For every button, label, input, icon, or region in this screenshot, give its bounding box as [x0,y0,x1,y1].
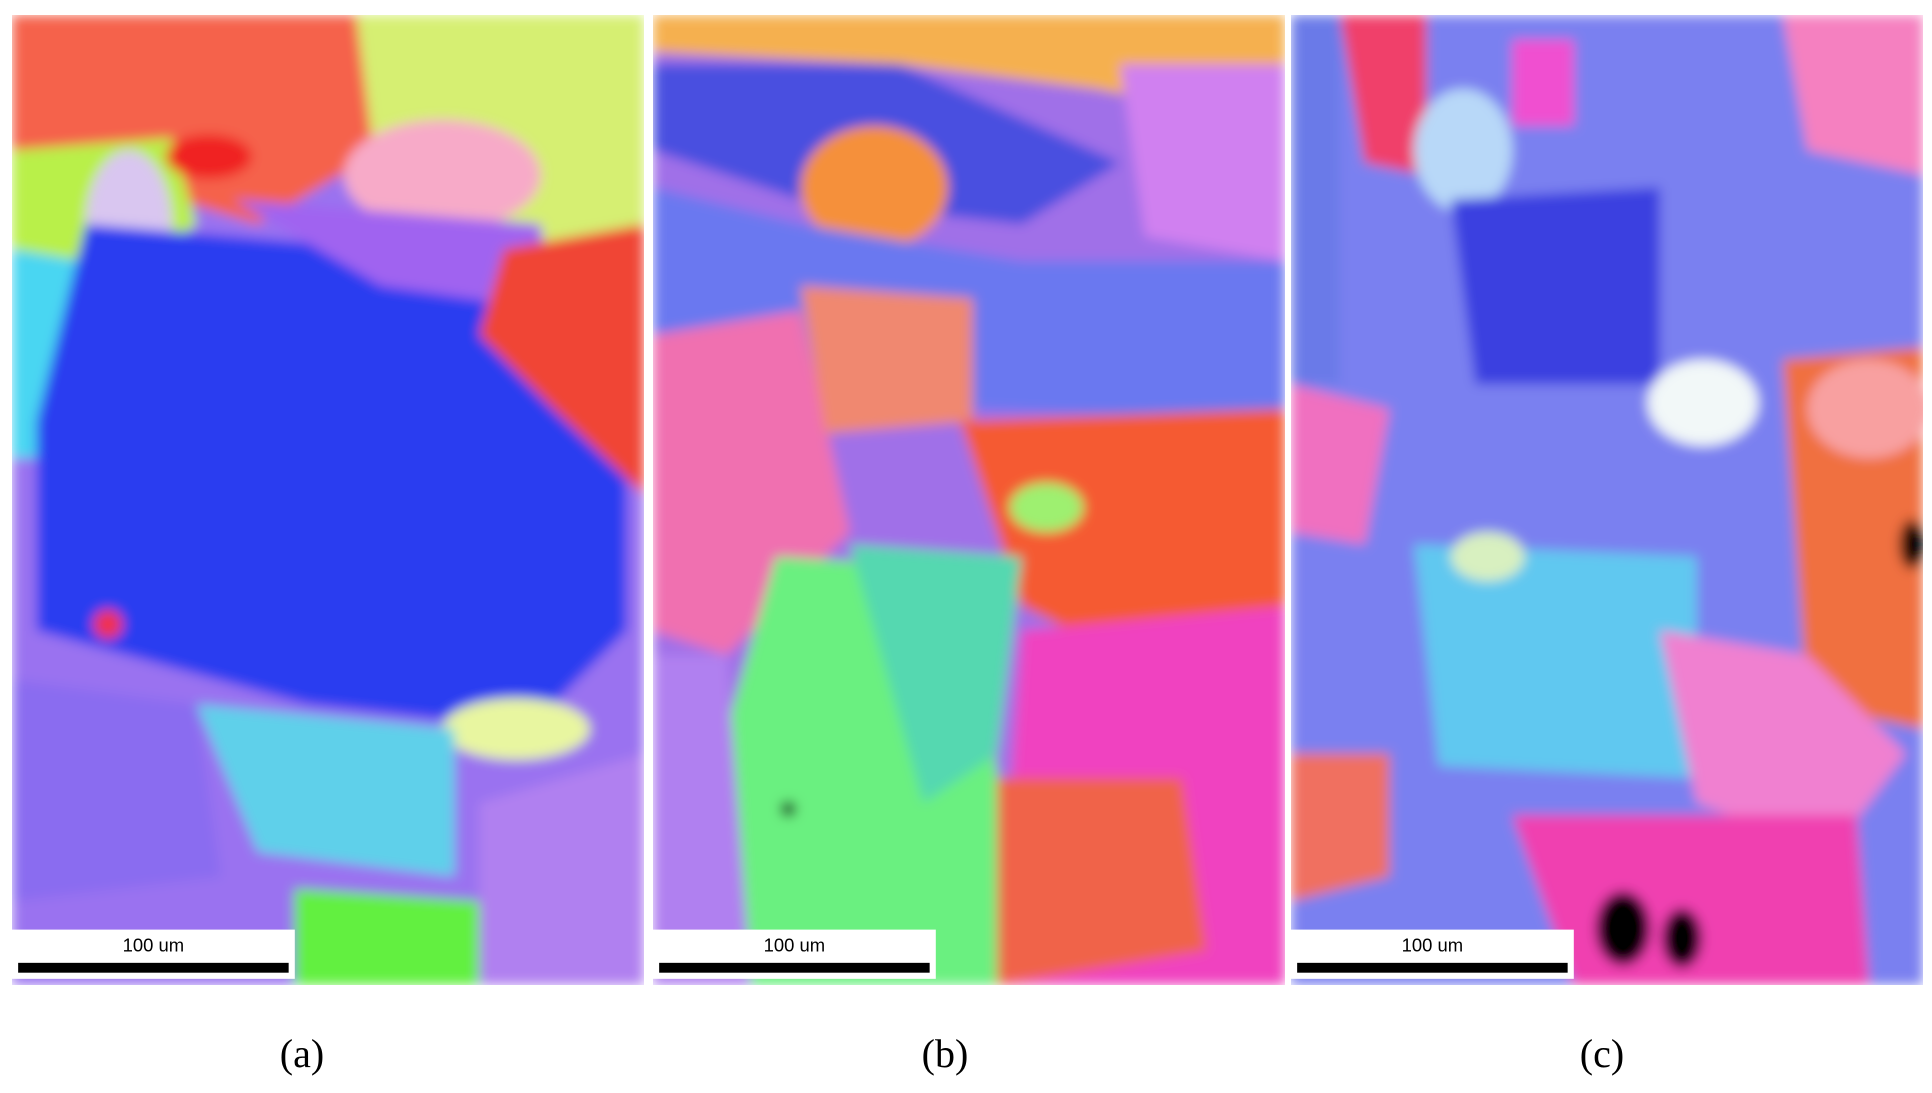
scale-bar [18,962,289,973]
panel-label: (a) [279,1031,325,1076]
scale-bar-text: 100 um [1402,935,1463,956]
panel-label: (b) [921,1031,969,1076]
panel-label: (c) [1579,1031,1625,1076]
ebsd-map-c: 100 um [1291,15,1923,985]
ebsd-map-a: 100 um [12,15,644,985]
scale-bar-text: 100 um [123,935,184,956]
scale-bar [659,962,930,973]
scale-bar [1297,962,1568,973]
scale-bar-text: 100 um [764,935,825,956]
ebsd-map-b: 100 um [653,15,1285,985]
